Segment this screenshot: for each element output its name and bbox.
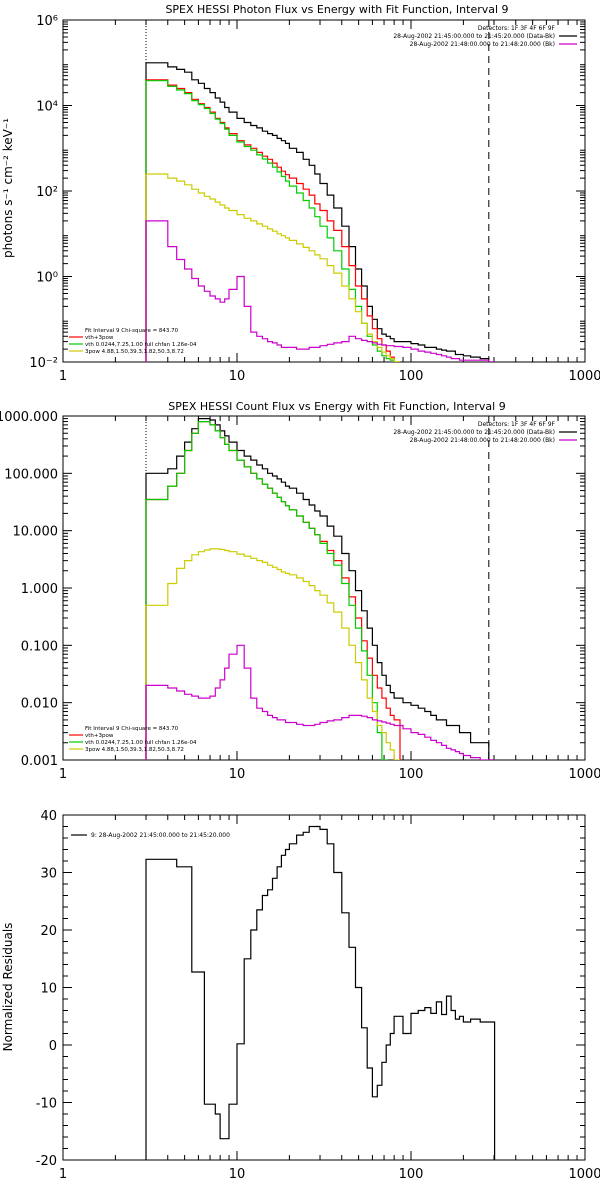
y-tick-label: 0 — [49, 1039, 57, 1054]
legend-top-right-text: 28-Aug-2002 21:48:00.000 to 21:48:20.000… — [410, 41, 555, 48]
y-tick-label: 0.100 — [21, 639, 58, 654]
y-tick-label: 10 — [40, 982, 57, 997]
legend-top-right-text: Detectors: 1F 3F 4F 6F 9F — [478, 25, 556, 32]
legend-text: 9: 28-Aug-2002 21:45:00.000 to 21:45:20.… — [91, 832, 230, 839]
x-tick-label: 1 — [59, 1167, 67, 1182]
count-flux-panel: SPEX HESSI Count Flux vs Energy with Fit… — [0, 400, 600, 782]
legend-bottom-left-text: Fit Interval 9 Chi-square = 843.70 — [85, 328, 179, 334]
y-tick-label: 10⁶ — [36, 14, 58, 29]
series-line-2 — [145, 421, 388, 760]
series-line-0 — [145, 62, 495, 362]
y-tick-label: 10⁻² — [29, 356, 58, 371]
series-line-3 — [145, 548, 400, 760]
x-tick-label: 1 — [59, 369, 67, 384]
y-tick-label: 10⁴ — [36, 100, 58, 115]
residuals-ylabel: Normalized Residuals — [1, 923, 15, 1052]
legend-bottom-left-text: 3pow 4.88,1.50,39.3,1.82,50.3,8.72 — [85, 747, 184, 753]
y-tick-label: 10² — [36, 185, 58, 200]
legend-bottom-left-text: vth+3pow — [85, 733, 114, 739]
x-tick-label: 100 — [399, 767, 424, 782]
y-tick-label: -20 — [36, 1154, 57, 1169]
legend-bottom-left-text: Fit Interval 9 Chi-square = 843.70 — [85, 726, 179, 732]
y-tick-label: 0.001 — [21, 754, 58, 769]
photon-flux-ylabel: photons s⁻¹ cm⁻² keV⁻¹ — [1, 118, 15, 258]
x-tick-label: 1000 — [568, 767, 600, 782]
legend-bottom-left-text: vth 0.0244,7.25,1.00 full chfan 1.26e-04 — [85, 740, 197, 746]
residuals-panel: Normalized Residuals 1 10 100 1000 -20 -10 0 10… — [1, 809, 600, 1182]
y-tick-label: 10.000 — [13, 525, 59, 540]
legend-bottom-left-text: vth 0.0244,7.25,1.00 full chfan 1.26e-04 — [85, 342, 197, 348]
x-tick-label: 10 — [229, 767, 246, 782]
y-tick-label: 40 — [40, 809, 57, 824]
photon-flux-panel: SPEX HESSI Photon Flux vs Energy with Fi… — [1, 3, 600, 384]
series-line-0 — [145, 418, 495, 760]
legend-top-right-text: 28-Aug-2002 21:48:00.000 to 21:48:20.000… — [410, 437, 555, 444]
legend-top-right-text: Detectors: 1F 3F 4F 6F 9F — [478, 421, 556, 428]
legend-bottom-left-text: vth+3pow — [85, 335, 114, 341]
legend-top-right-text: 28-Aug-2002 21:45:00.000 to 21:45:20.000… — [393, 429, 555, 436]
x-tick-label: 100 — [399, 1167, 424, 1182]
x-tick-label: 1000 — [568, 369, 600, 384]
series-line-4 — [145, 220, 495, 362]
legend-bottom-left-text: 3pow 4.88,1.50,39.3,1.82,50.3,8.72 — [85, 349, 184, 355]
y-tick-label: 0.010 — [21, 697, 58, 712]
x-tick-label: 1000 — [568, 1167, 600, 1182]
y-tick-label: 30 — [40, 867, 57, 882]
y-tick-label: 1.000 — [21, 582, 58, 597]
x-tick-label: 1 — [59, 767, 67, 782]
legend-top-right-text: 28-Aug-2002 21:45:00.000 to 21:45:20.000… — [393, 33, 555, 40]
count-flux-title: SPEX HESSI Count Flux vs Energy with Fit… — [168, 400, 505, 413]
x-tick-label: 10 — [229, 369, 246, 384]
x-tick-label: 10 — [229, 1167, 246, 1182]
y-tick-label: 20 — [40, 924, 57, 939]
series-line-0 — [145, 825, 496, 1160]
x-tick-label: 100 — [399, 369, 424, 384]
series-line-3 — [145, 173, 400, 362]
y-tick-label: 1000.000 — [0, 410, 58, 425]
y-tick-label: 100.000 — [4, 467, 58, 482]
series-line-4 — [145, 644, 495, 760]
photon-flux-title: SPEX HESSI Photon Flux vs Energy with Fi… — [165, 3, 508, 16]
y-tick-label: -10 — [36, 1097, 57, 1112]
y-tick-label: 10⁰ — [36, 271, 58, 286]
